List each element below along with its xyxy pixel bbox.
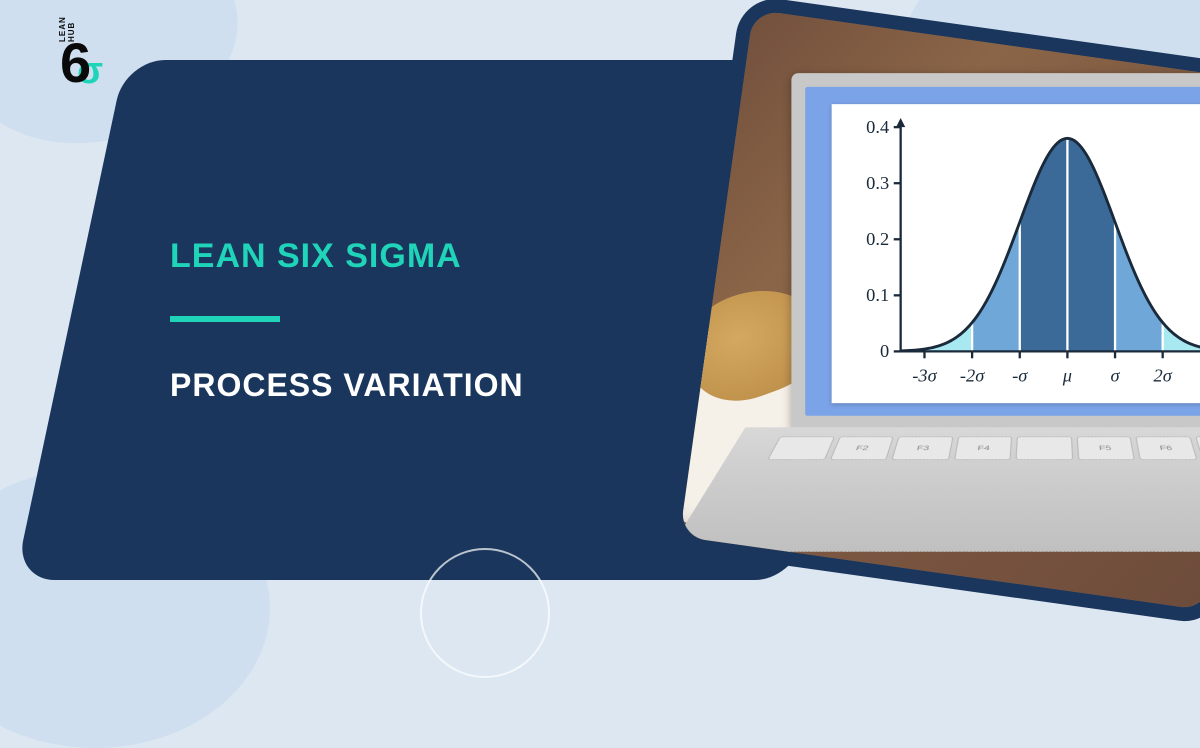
title-line-2: PROCESS VARIATION	[170, 367, 770, 404]
keyboard-key: F5	[1076, 437, 1135, 461]
svg-text:0: 0	[880, 341, 889, 361]
keyboard-key: F4	[954, 437, 1013, 461]
svg-text:0.3: 0.3	[866, 173, 889, 193]
keyboard-key	[767, 436, 835, 460]
laptop: 00.10.20.30.4-3σ-2σ-σμσ2σ3σ F2F3F4F5F6	[745, 73, 1200, 591]
svg-text:-σ: -σ	[1012, 365, 1028, 385]
laptop-bezel: 00.10.20.30.4-3σ-2σ-σμσ2σ3σ	[791, 73, 1200, 430]
svg-text:σ: σ	[1111, 365, 1121, 385]
keyboard-key: F6	[1136, 437, 1198, 461]
svg-text:-3σ: -3σ	[912, 365, 937, 385]
svg-text:0.4: 0.4	[866, 117, 889, 137]
circle-decoration	[420, 548, 550, 678]
svg-text:μ: μ	[1062, 365, 1072, 385]
title-line-1: LEAN SIX SIGMA	[170, 237, 770, 276]
svg-text:-2σ: -2σ	[960, 365, 985, 385]
bell-curve-svg: 00.10.20.30.4-3σ-2σ-σμσ2σ3σ	[832, 104, 1200, 403]
keyboard-key: F2	[829, 437, 894, 461]
svg-text:0.1: 0.1	[866, 285, 889, 305]
main-panel-content: LEAN SIX SIGMA PROCESS VARIATION	[70, 60, 770, 580]
svg-text:2σ: 2σ	[1154, 365, 1173, 385]
keyboard-key	[1016, 437, 1073, 461]
hero-photo-frame: 00.10.20.30.4-3σ-2σ-σμσ2σ3σ F2F3F4F5F6	[664, 0, 1200, 626]
keyboard-key: F3	[891, 437, 953, 461]
laptop-screen: 00.10.20.30.4-3σ-2σ-σμσ2σ3σ	[805, 87, 1200, 416]
accent-divider	[170, 316, 280, 322]
svg-text:0.2: 0.2	[866, 229, 889, 249]
normal-distribution-chart: 00.10.20.30.4-3σ-2σ-σμσ2σ3σ	[832, 104, 1200, 403]
keyboard-row: F2F3F4 F5F6	[767, 436, 1200, 460]
